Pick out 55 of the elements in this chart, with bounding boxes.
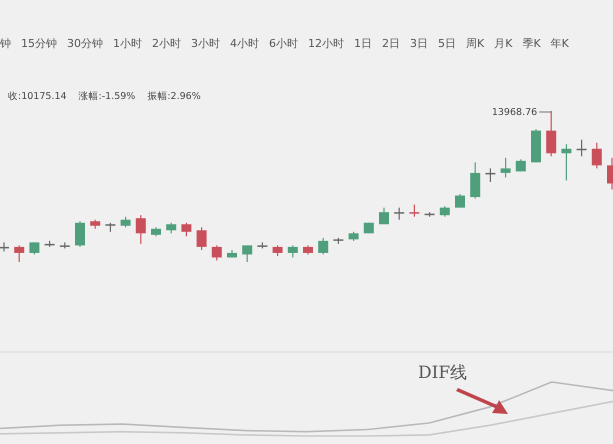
candlestick (455, 193, 465, 208)
text: 钟 (0, 37, 11, 50)
candlestick (75, 220, 85, 248)
text: 1小时 (113, 37, 142, 50)
text: 3日 (410, 37, 428, 50)
candlestick (500, 157, 511, 178)
text: 5日 (438, 37, 456, 50)
candlestick (0, 242, 9, 252)
candlestick (288, 244, 298, 258)
text: 4小时 (230, 37, 259, 50)
annotation: 13968.76 (492, 107, 538, 118)
candlestick (592, 142, 602, 169)
candlestick (303, 244, 313, 256)
candlestick (212, 244, 222, 262)
candlestick (166, 222, 176, 234)
candlestick (394, 207, 404, 220)
candlestick (90, 219, 100, 230)
text: 收:10175.14 (8, 91, 67, 102)
candlestick (485, 168, 496, 183)
candlestick (181, 222, 192, 237)
text: 季K (522, 37, 542, 50)
text: 3小时 (191, 37, 220, 50)
text: 30分钟 (67, 37, 103, 50)
candlestick (60, 242, 70, 250)
candlestick (136, 214, 146, 244)
candlestick (196, 226, 207, 251)
text: 15分钟 (21, 37, 57, 50)
candlestick (576, 139, 587, 157)
candlestick (409, 204, 420, 218)
annotation: DIF线 (418, 363, 468, 383)
text: 年K (550, 37, 570, 50)
text: 6小时 (269, 37, 298, 50)
text: 1日 (354, 37, 372, 50)
text: 振幅:2.96% (147, 90, 201, 102)
text: 涨幅:-1.59% (78, 90, 136, 102)
candlestick (440, 206, 450, 218)
candlestick (151, 226, 161, 237)
candlestick (379, 207, 389, 225)
candlestick (516, 158, 526, 172)
candlestick (561, 144, 572, 182)
candlestick (318, 237, 328, 256)
candlestick (105, 222, 116, 232)
candlestick (14, 244, 24, 263)
candlestick (29, 242, 40, 256)
candlestick (272, 244, 283, 257)
text: 2日 (382, 37, 400, 50)
candlestick (546, 110, 556, 157)
candlestick (242, 244, 252, 263)
text: 月K (494, 37, 514, 50)
candlestick (348, 231, 359, 242)
text: 2小时 (152, 37, 181, 50)
text: 12小时 (308, 37, 344, 50)
text: 周K (466, 37, 485, 50)
candlestick (364, 222, 374, 234)
candlestick (120, 216, 131, 228)
